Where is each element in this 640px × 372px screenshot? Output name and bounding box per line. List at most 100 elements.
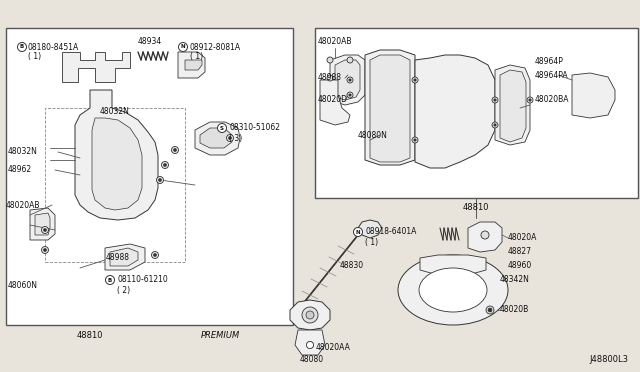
Text: 48960: 48960 <box>508 260 532 269</box>
Text: 48830: 48830 <box>340 260 364 269</box>
Circle shape <box>492 97 498 103</box>
Text: 08180-8451A: 08180-8451A <box>28 42 79 51</box>
Bar <box>45 108 185 262</box>
Circle shape <box>307 341 314 349</box>
Circle shape <box>172 147 179 154</box>
Circle shape <box>492 122 498 128</box>
Circle shape <box>154 253 157 257</box>
Circle shape <box>414 79 416 81</box>
Bar <box>6 28 293 325</box>
Circle shape <box>159 179 161 182</box>
Polygon shape <box>365 50 415 165</box>
Circle shape <box>17 42 26 51</box>
Circle shape <box>353 228 362 237</box>
Circle shape <box>486 306 494 314</box>
Circle shape <box>529 99 531 101</box>
Text: 48020D: 48020D <box>318 96 348 105</box>
Ellipse shape <box>419 268 487 312</box>
Polygon shape <box>320 80 350 125</box>
Text: 08310-51062: 08310-51062 <box>229 124 280 132</box>
Circle shape <box>218 124 227 132</box>
Text: ( 1): ( 1) <box>365 237 378 247</box>
Text: 48964P: 48964P <box>535 58 564 67</box>
Text: 48810: 48810 <box>463 203 489 212</box>
Circle shape <box>347 57 353 63</box>
Polygon shape <box>370 55 410 162</box>
Text: 48020BA: 48020BA <box>535 96 570 105</box>
Circle shape <box>44 228 47 231</box>
Text: ( 2): ( 2) <box>117 285 130 295</box>
Circle shape <box>527 97 533 103</box>
Text: 48020A: 48020A <box>508 234 538 243</box>
Circle shape <box>42 247 49 253</box>
Text: 48080: 48080 <box>300 356 324 365</box>
Polygon shape <box>495 65 530 145</box>
Circle shape <box>349 94 351 96</box>
Circle shape <box>44 248 47 251</box>
Bar <box>315 28 638 198</box>
Circle shape <box>306 311 314 319</box>
Circle shape <box>106 276 115 285</box>
Polygon shape <box>185 60 202 70</box>
Text: PREMIUM: PREMIUM <box>200 330 239 340</box>
Polygon shape <box>110 248 138 266</box>
Circle shape <box>307 341 314 349</box>
Text: 48964PA: 48964PA <box>535 71 568 80</box>
Text: 48988: 48988 <box>106 253 130 263</box>
Circle shape <box>349 79 351 81</box>
Polygon shape <box>330 55 365 105</box>
Circle shape <box>179 42 188 51</box>
Text: S: S <box>220 125 224 131</box>
Text: J48800L3: J48800L3 <box>589 356 628 365</box>
Text: 48988: 48988 <box>318 74 342 83</box>
Circle shape <box>327 57 333 63</box>
Text: B: B <box>20 45 24 49</box>
Polygon shape <box>178 52 205 78</box>
Polygon shape <box>415 55 495 168</box>
Circle shape <box>161 161 168 169</box>
Ellipse shape <box>398 255 508 325</box>
Circle shape <box>488 308 492 312</box>
Text: 48032N: 48032N <box>8 148 38 157</box>
Text: 08912-8081A: 08912-8081A <box>190 42 241 51</box>
Circle shape <box>163 164 166 167</box>
Circle shape <box>302 307 318 323</box>
Text: N: N <box>180 45 186 49</box>
Polygon shape <box>335 60 360 100</box>
Polygon shape <box>75 90 158 220</box>
Text: 48020AA: 48020AA <box>316 343 351 353</box>
Text: 48810: 48810 <box>77 330 103 340</box>
Circle shape <box>157 176 163 183</box>
Polygon shape <box>200 128 232 148</box>
Text: ( 3): ( 3) <box>229 134 243 142</box>
Circle shape <box>414 139 416 141</box>
Polygon shape <box>295 330 325 355</box>
Text: 48962: 48962 <box>8 166 32 174</box>
Polygon shape <box>358 220 382 238</box>
Circle shape <box>173 148 177 151</box>
Text: 48934: 48934 <box>138 38 163 46</box>
Circle shape <box>494 124 496 126</box>
Polygon shape <box>195 122 240 155</box>
Circle shape <box>327 75 333 81</box>
Text: 08918-6401A: 08918-6401A <box>365 228 417 237</box>
Text: 48020AB: 48020AB <box>6 201 40 209</box>
Circle shape <box>481 231 489 239</box>
Circle shape <box>347 77 353 83</box>
Text: ( 1): ( 1) <box>28 52 41 61</box>
Circle shape <box>227 135 234 141</box>
Text: 48020AB: 48020AB <box>318 38 353 46</box>
Polygon shape <box>92 118 142 210</box>
Text: 48827: 48827 <box>508 247 532 257</box>
Text: ( 1): ( 1) <box>190 52 203 61</box>
Polygon shape <box>30 208 55 240</box>
Polygon shape <box>105 244 145 270</box>
Text: 48080N: 48080N <box>358 131 388 140</box>
Text: 48060N: 48060N <box>8 280 38 289</box>
Polygon shape <box>468 222 502 252</box>
Circle shape <box>347 92 353 98</box>
Polygon shape <box>35 213 50 235</box>
Circle shape <box>152 251 159 259</box>
Polygon shape <box>62 52 130 82</box>
Circle shape <box>42 227 49 234</box>
